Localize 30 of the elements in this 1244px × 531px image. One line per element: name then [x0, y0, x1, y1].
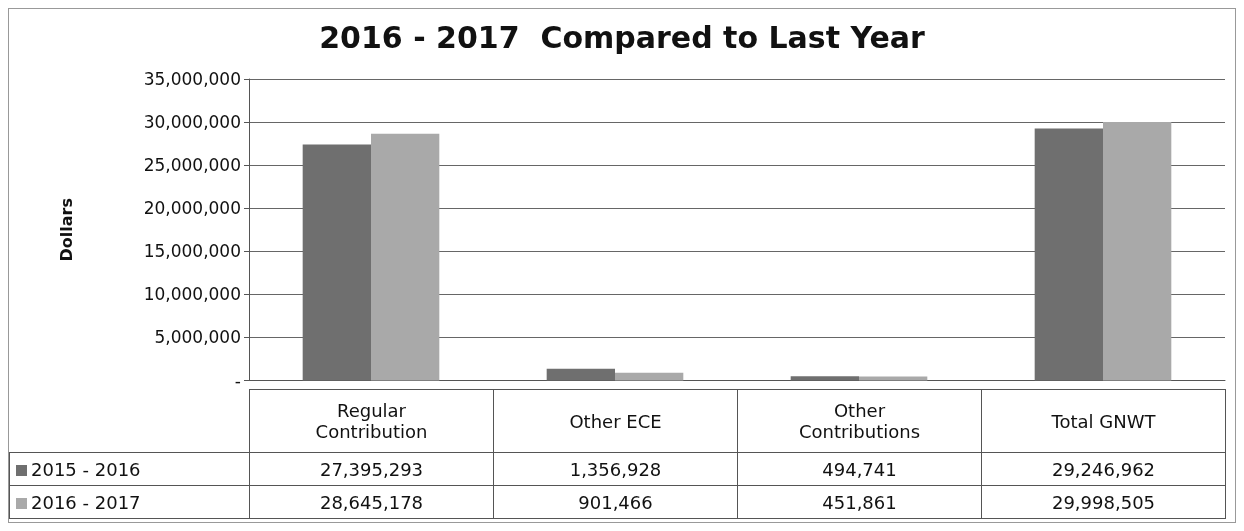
y-tick-label: 25,000,000 — [143, 155, 241, 176]
data-label: 901,466 — [493, 485, 738, 519]
data-label: 494,741 — [737, 452, 982, 486]
y-tick-label: 5,000,000 — [154, 327, 241, 348]
y-tick-label: 10,000,000 — [143, 284, 241, 305]
bar — [546, 368, 615, 381]
bar — [371, 133, 440, 381]
y-tick-label: - — [234, 370, 241, 391]
x-tick-label: Regular Contribution — [249, 389, 494, 453]
y-tick-label: 30,000,000 — [143, 112, 241, 133]
data-label: 28,645,178 — [249, 485, 494, 519]
bar — [790, 376, 859, 381]
legend-label: 2016 - 2017 — [9, 485, 250, 519]
data-label: 451,861 — [737, 485, 982, 519]
x-tick-label: Total GNWT — [981, 389, 1226, 453]
data-label: 27,395,293 — [249, 452, 494, 486]
data-label: 1,356,928 — [493, 452, 738, 486]
chart-title: 2016 - 2017 Compared to Last Year — [319, 19, 926, 55]
y-axis-title: Dollars — [56, 198, 76, 262]
y-tick-label: 20,000,000 — [143, 198, 241, 219]
data-label: 29,998,505 — [981, 485, 1226, 519]
legend-label: 2015 - 2016 — [9, 452, 250, 486]
y-tick-label: 15,000,000 — [143, 241, 241, 262]
x-tick-label: Other ECE — [493, 389, 738, 453]
y-tick-label: 35,000,000 — [143, 69, 241, 89]
bar — [859, 376, 928, 381]
data-label: 29,246,962 — [981, 452, 1226, 486]
bar — [615, 372, 684, 381]
bar — [1103, 122, 1172, 381]
x-tick-label: Other Contributions — [737, 389, 982, 453]
